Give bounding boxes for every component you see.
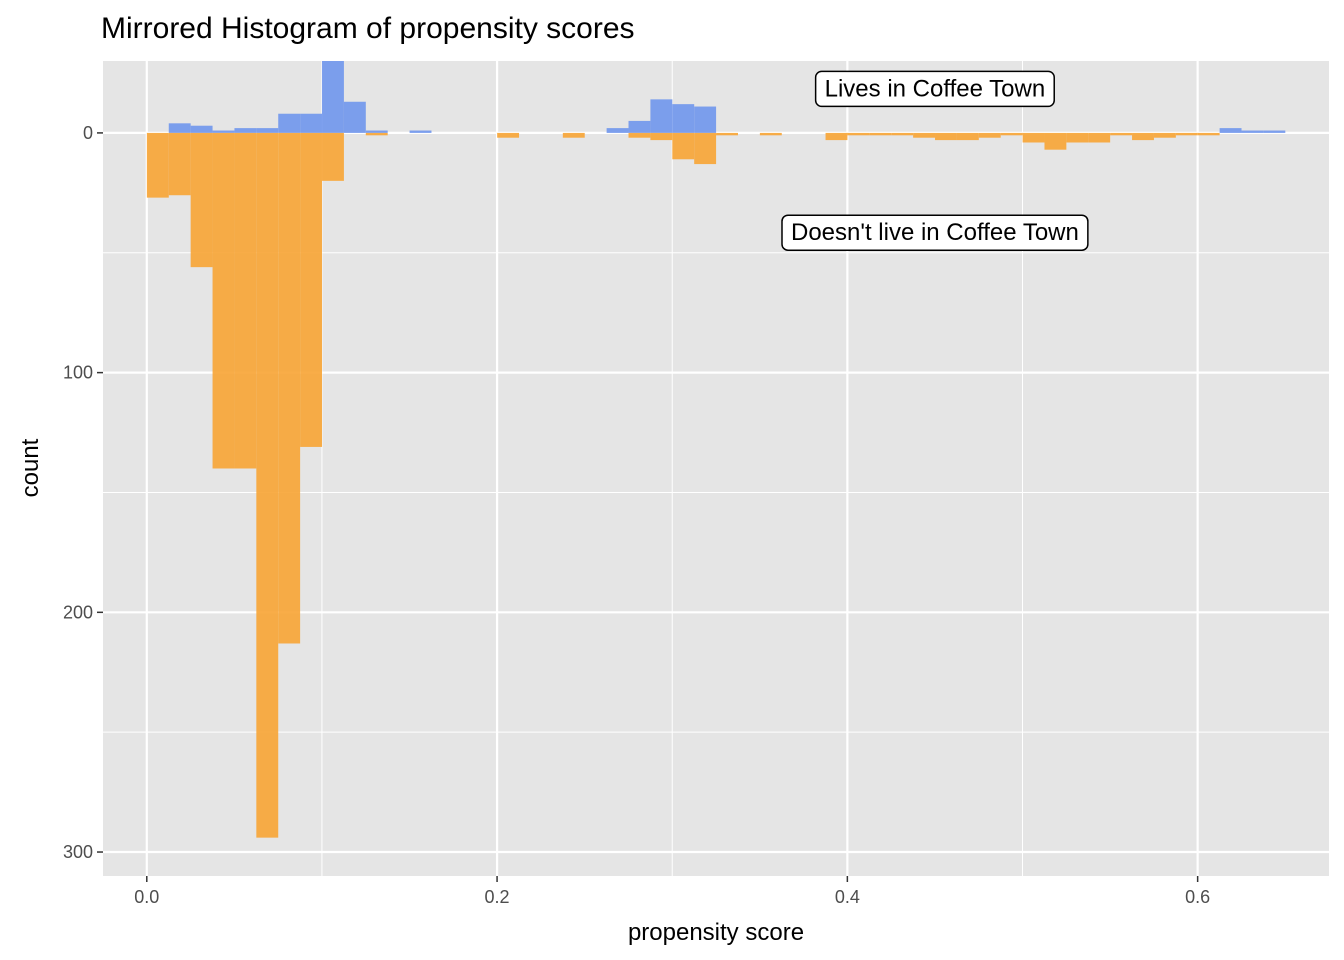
y-tick-label: 200 [63, 602, 93, 622]
x-tick-label: 0.2 [485, 887, 510, 907]
bar-lives [672, 104, 695, 133]
bar-lives [694, 106, 717, 133]
bar-lives [1219, 128, 1242, 133]
bar-doesnt-live [365, 132, 388, 136]
bar-doesnt-live [497, 132, 520, 138]
bar-doesnt-live [1044, 132, 1067, 150]
bar-doesnt-live [1153, 132, 1176, 138]
bar-lives [1241, 130, 1264, 133]
bar-doesnt-live [190, 132, 213, 268]
bar-doesnt-live [1175, 132, 1198, 136]
chart-title: Mirrored Histogram of propensity scores [101, 12, 635, 45]
bar-lives [212, 130, 235, 133]
bar-doesnt-live [759, 132, 782, 136]
x-tick-label: 0.0 [134, 887, 159, 907]
bar-doesnt-live [1000, 132, 1023, 136]
bar-doesnt-live [278, 132, 301, 644]
bar-lives [365, 130, 388, 133]
bar-lives [168, 123, 191, 133]
bar-doesnt-live [168, 132, 191, 196]
bar-doesnt-live [650, 132, 673, 141]
annotation-text: Doesn't live in Coffee Town [791, 219, 1079, 246]
bar-lives [650, 99, 673, 133]
bar-doesnt-live [1197, 132, 1220, 136]
x-tick-label: 0.6 [1185, 887, 1210, 907]
x-axis-title: propensity score [628, 919, 804, 946]
bar-doesnt-live [978, 132, 1001, 138]
bar-lives [343, 101, 366, 133]
y-axis: 0 100 200 300 [63, 123, 103, 862]
bar-doesnt-live [300, 132, 323, 447]
bar-doesnt-live [1110, 132, 1133, 136]
annotation-text: Lives in Coffee Town [825, 75, 1046, 102]
bar-doesnt-live [628, 132, 651, 138]
bar-doesnt-live [847, 132, 870, 136]
annotation-box [814, 70, 1055, 108]
bar-lives [322, 61, 344, 133]
histogram-bars [146, 61, 1286, 838]
annotations: Lives in Coffee Town Doesn't live in Coff… [781, 70, 1089, 251]
x-axis: 0.0 0.2 0.4 0.6 [134, 876, 1210, 907]
bar-doesnt-live [913, 132, 936, 138]
bar-lives [409, 130, 432, 133]
bar-doesnt-live [825, 132, 848, 141]
bar-doesnt-live [562, 132, 585, 138]
bar-lives [190, 125, 213, 133]
bar-doesnt-live [1022, 132, 1045, 143]
bar-doesnt-live [672, 132, 695, 160]
bar-doesnt-live [1066, 132, 1089, 143]
x-tick-label: 0.4 [835, 887, 860, 907]
bar-doesnt-live [234, 132, 257, 469]
bar-doesnt-live [956, 132, 979, 141]
bar-lives [606, 128, 629, 133]
bar-doesnt-live [322, 132, 344, 181]
annotation-label: Doesn't live in Coffee Town [781, 214, 1089, 251]
bar-lives [300, 113, 323, 133]
bar-doesnt-live [694, 132, 717, 165]
y-tick-label: 0 [83, 123, 93, 143]
bar-doesnt-live [935, 132, 957, 141]
bar-lives [1263, 130, 1286, 133]
bar-doesnt-live [891, 132, 914, 136]
bar-lives [278, 113, 301, 133]
bar-doesnt-live [716, 132, 738, 136]
annotation-box [781, 214, 1089, 251]
bar-doesnt-live [869, 132, 892, 136]
bar-doesnt-live [212, 132, 235, 469]
bar-doesnt-live [1132, 132, 1154, 141]
bar-doesnt-live [146, 132, 169, 198]
bar-doesnt-live [256, 132, 279, 838]
bar-doesnt-live [1088, 132, 1111, 143]
y-axis-title: count [17, 438, 44, 497]
bar-lives [234, 128, 257, 133]
annotation-label: Lives in Coffee Town [814, 70, 1055, 108]
bar-lives [256, 128, 279, 133]
y-tick-label: 100 [63, 363, 93, 383]
y-tick-label: 300 [63, 842, 93, 862]
bar-lives [628, 120, 651, 133]
